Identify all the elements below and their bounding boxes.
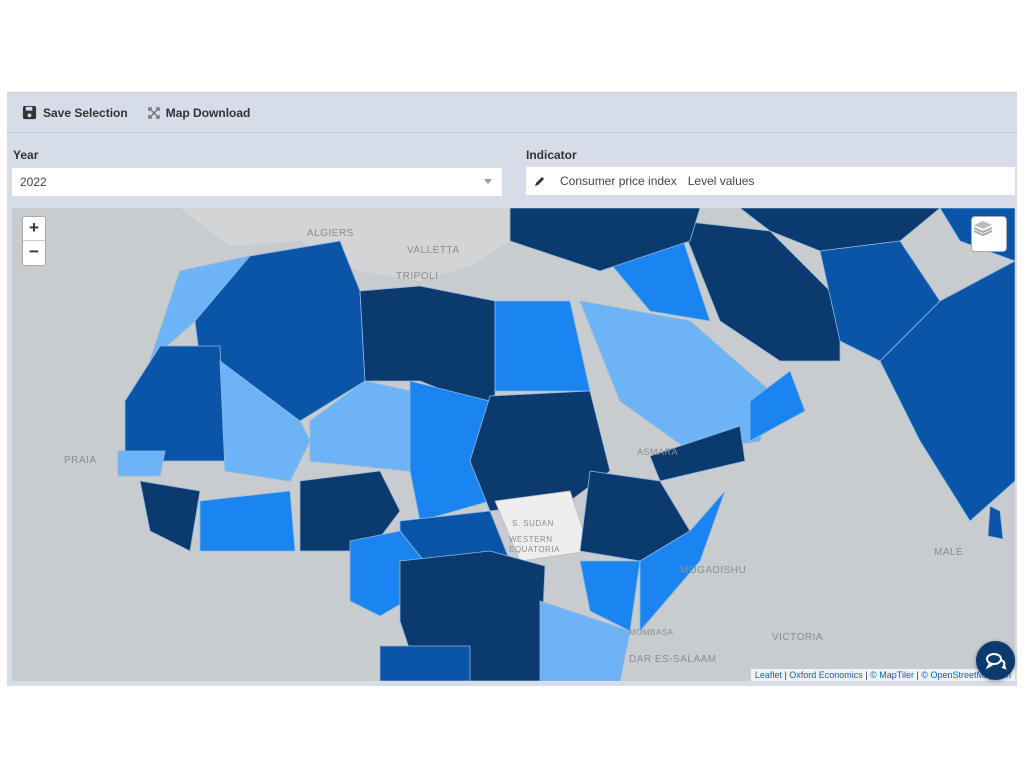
map-label: MOMBASA — [629, 628, 674, 637]
map-download-button[interactable]: Map Download — [147, 105, 251, 120]
openstreetmap-link[interactable]: © OpenStreetMap con — [921, 670, 1011, 680]
save-selection-button[interactable]: Save Selection — [22, 105, 128, 120]
europe-land — [180, 208, 510, 281]
country — [879, 260, 1015, 522]
toolbar: Save Selection Map Download — [7, 93, 1017, 133]
layers-button[interactable] — [971, 216, 1007, 252]
floppy-disk-icon — [22, 105, 37, 120]
expand-icon — [147, 106, 160, 119]
year-label: Year — [13, 148, 39, 162]
country — [139, 480, 201, 552]
map-download-label: Map Download — [165, 105, 251, 120]
indicator-field[interactable]: Consumer price index Level values — [526, 167, 1015, 195]
map-label: VALLETTA — [407, 245, 460, 256]
chat-button[interactable] — [976, 641, 1015, 680]
map-label: ALGIERS — [307, 228, 354, 239]
map-label: VICTORIA — [772, 632, 824, 643]
map-label: ASMARA — [637, 447, 679, 457]
zoom-out-button[interactable]: − — [29, 242, 39, 261]
save-selection-label: Save Selection — [43, 105, 128, 120]
country — [539, 600, 631, 681]
indicator-value: Consumer price index — [560, 174, 677, 188]
country — [494, 300, 591, 392]
country — [579, 300, 771, 452]
map-label: MOGADISHU — [680, 565, 747, 576]
map-label: MALÉ — [934, 547, 964, 558]
map-panel: Save Selection Map Download Year 2022 In… — [7, 92, 1017, 686]
country — [199, 490, 296, 552]
year-select[interactable]: 2022 — [12, 168, 502, 196]
country — [124, 345, 226, 462]
leaflet-link[interactable]: Leaflet — [754, 670, 782, 680]
layers-icon — [973, 221, 993, 237]
country — [749, 370, 806, 442]
chat-icon — [985, 652, 1007, 670]
map-label: WESTERN EQUATORIA — [509, 535, 560, 554]
country — [219, 360, 311, 482]
country — [649, 425, 746, 482]
map-shapes — [117, 208, 1015, 681]
country — [509, 208, 701, 272]
country — [379, 645, 471, 681]
oxford-economics-link[interactable]: Oxford Economics — [789, 670, 863, 680]
country — [639, 490, 726, 633]
indicator-label: Indicator — [526, 148, 577, 162]
map-label: TRIPOLI — [396, 271, 439, 282]
year-value: 2022 — [20, 175, 47, 189]
country — [409, 380, 491, 522]
country — [299, 470, 401, 552]
map-label: S. SUDAN — [512, 519, 554, 528]
pencil-icon — [535, 177, 544, 186]
maptiler-link[interactable]: © MapTiler — [870, 670, 914, 680]
map-label: DAR ES-SALAAM — [629, 654, 717, 665]
zoom-control: + − — [22, 216, 46, 266]
map-label: PRAIA — [64, 455, 97, 466]
zoom-in-button[interactable]: + — [23, 217, 45, 241]
indicator-unit: Level values — [687, 174, 755, 188]
country — [987, 505, 1004, 540]
chevron-down-icon — [484, 179, 492, 184]
country — [117, 450, 166, 477]
attribution: Leaflet | Oxford Economics | © MapTiler … — [750, 669, 1015, 681]
choropleth-map[interactable]: ALGIERS VALLETTA TRIPOLI PRAIA S. SUDAN … — [12, 208, 1015, 681]
